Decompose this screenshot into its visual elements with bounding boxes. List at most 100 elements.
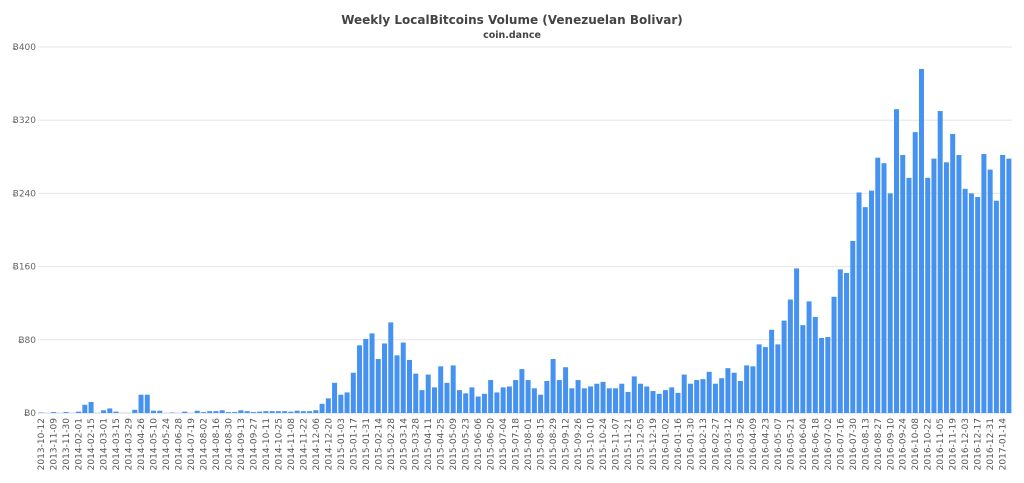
x-tick-label: 2015-09-12 (562, 418, 572, 470)
x-tick-label: 2015-01-03 (337, 418, 347, 470)
bar (862, 207, 868, 413)
bar (450, 365, 456, 413)
bar (968, 193, 974, 413)
x-tick-label: 2014-09-27 (249, 418, 259, 470)
chart-title: Weekly LocalBitcoins Volume (Venezuelan … (341, 13, 683, 27)
bar (737, 380, 743, 413)
x-tick-label: 2015-02-14 (374, 418, 384, 471)
x-tick-label: 2014-04-26 (137, 418, 147, 471)
x-tick-label: 2015-12-19 (649, 418, 659, 471)
bar (687, 383, 693, 413)
bar (744, 365, 750, 413)
bar (157, 410, 163, 413)
x-tick-label: 2014-05-24 (162, 418, 172, 471)
bar (831, 296, 837, 413)
bar (269, 411, 275, 413)
bar (182, 411, 188, 413)
x-tick-label: 2016-12-31 (986, 418, 996, 470)
bar (575, 380, 581, 413)
x-tick-label: 2016-09-10 (886, 418, 896, 471)
bar (837, 269, 843, 413)
bar (750, 366, 756, 413)
x-tick-label: 2016-10-22 (924, 418, 934, 470)
x-tick-label: 2016-05-07 (774, 418, 784, 470)
bar (662, 390, 668, 413)
bar (675, 392, 681, 413)
bar (556, 380, 562, 413)
bar (107, 408, 113, 413)
bar (394, 355, 400, 413)
bar (282, 411, 288, 413)
bar (719, 378, 725, 413)
bar (925, 177, 931, 413)
x-tick-label: 2014-05-10 (150, 418, 160, 471)
bar (63, 412, 69, 413)
bar (825, 337, 831, 413)
x-tick-label: 2015-08-15 (537, 418, 547, 470)
x-tick-label: 2015-03-28 (412, 418, 422, 471)
x-tick-label: 2015-03-14 (399, 418, 409, 471)
bar (1000, 154, 1006, 413)
bar (600, 381, 606, 413)
bar (844, 273, 850, 413)
bar (288, 411, 294, 413)
bar (881, 163, 887, 413)
x-tick-label: 2015-04-11 (424, 418, 434, 470)
bar (275, 411, 281, 413)
bar (656, 393, 662, 413)
bar (488, 380, 494, 413)
x-tick-label: 2016-07-30 (849, 418, 859, 471)
x-tick-label: 2015-06-20 (487, 418, 497, 471)
x-tick-label: 2016-12-03 (961, 418, 971, 470)
bar (875, 157, 881, 413)
bar (313, 410, 319, 413)
bar (756, 344, 762, 413)
bar (382, 343, 388, 413)
x-tick-label: 2015-07-04 (499, 418, 509, 471)
bar (975, 197, 981, 413)
bar (494, 392, 500, 413)
y-tick-label: Ƀ80 (18, 336, 36, 346)
bar (244, 411, 250, 413)
bar (850, 240, 856, 413)
bar (856, 192, 862, 413)
bar (906, 177, 912, 413)
bar (581, 388, 587, 413)
bar (225, 412, 231, 413)
bar (51, 412, 57, 413)
bar (344, 392, 350, 413)
x-tick-label: 2014-12-06 (312, 418, 322, 471)
x-tick-label: 2016-04-23 (761, 418, 771, 470)
x-tick-label: 2016-11-05 (936, 418, 946, 470)
bar (332, 382, 338, 413)
bar (425, 374, 431, 413)
bar (775, 344, 781, 413)
bar (475, 396, 481, 413)
bar (500, 387, 506, 413)
x-tick-label: 2017-01-14 (999, 418, 1009, 471)
bar (943, 162, 949, 413)
bar (357, 345, 363, 413)
bar (762, 347, 768, 413)
x-tick-label: 2016-09-24 (899, 418, 909, 471)
bars (38, 68, 1012, 414)
x-tick-label: 2014-02-15 (87, 418, 97, 470)
x-tick-label: 2014-02-01 (75, 418, 85, 470)
bar (406, 359, 412, 413)
y-tick-label: Ƀ160 (13, 263, 37, 273)
x-tick-label: 2014-03-15 (112, 418, 122, 470)
x-tick-label: 2014-10-25 (274, 418, 284, 470)
bar (338, 394, 344, 413)
x-tick-label: 2016-02-27 (711, 418, 721, 470)
bar (569, 388, 575, 413)
bar (588, 386, 594, 413)
bar (307, 411, 313, 413)
bar (900, 154, 906, 413)
bar (631, 376, 637, 413)
bar (681, 374, 687, 413)
bar (950, 133, 956, 414)
bar (544, 380, 550, 413)
x-tick-label: 2016-05-21 (786, 418, 796, 470)
bar (319, 403, 325, 413)
x-tick-label: 2016-07-16 (836, 418, 846, 471)
